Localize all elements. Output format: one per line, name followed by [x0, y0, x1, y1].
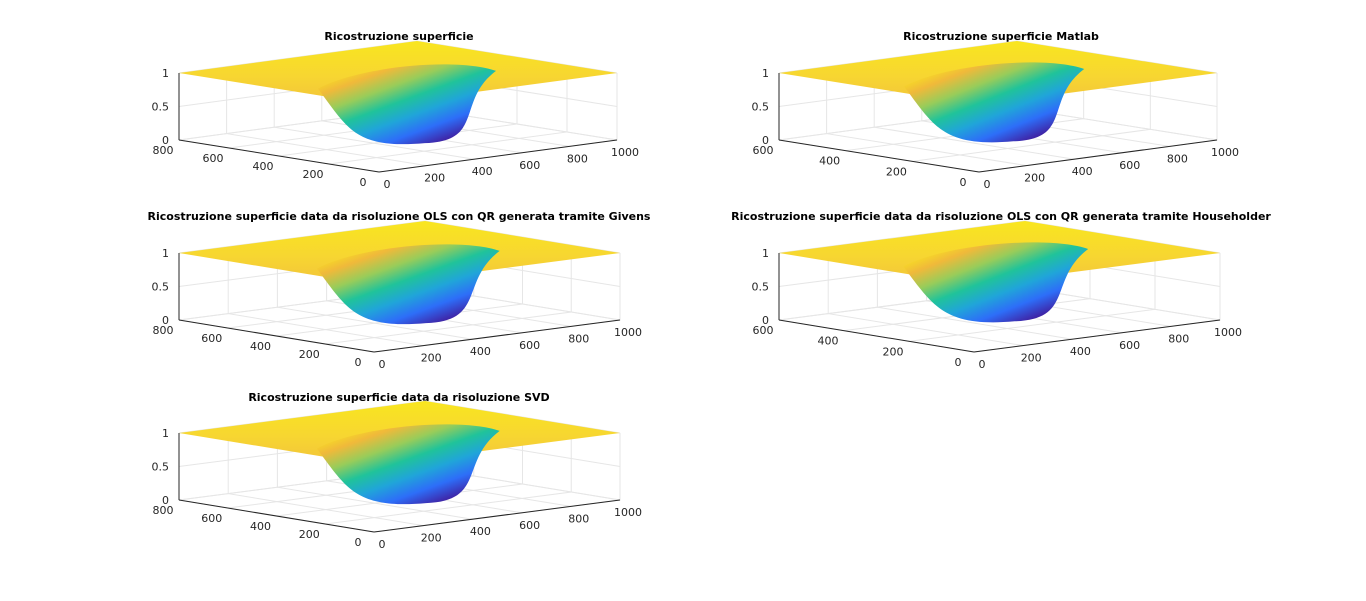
x-tick-label: 800: [567, 152, 588, 165]
subplot-2: Ricostruzione superficie Matlab 0 200 400 60…: [752, 30, 1240, 191]
y-tick-label: 600: [753, 144, 774, 157]
z-tick-label: 0.5: [152, 281, 170, 294]
y-axis-line: [178, 499, 375, 533]
z-tick-label: 0: [162, 314, 169, 327]
z-tick-label: 0.5: [152, 461, 170, 474]
x-tick-label: 400: [470, 345, 491, 358]
x-tick-label: 800: [1168, 332, 1189, 345]
y-tick-label: 800: [153, 504, 174, 517]
x-tick-label: 0: [979, 358, 986, 371]
x-tick-label: 200: [424, 172, 445, 185]
x-tick-label: 400: [1070, 345, 1091, 358]
z-tick-label: 0.5: [752, 101, 770, 114]
chart-title: Ricostruzione superficie data da risoluz…: [731, 210, 1271, 223]
z-tick-label: 0: [762, 134, 769, 147]
x-tick-label: 800: [568, 512, 589, 525]
x-tick-label: 1000: [1211, 146, 1239, 159]
y-tick-label: 800: [153, 144, 174, 157]
x-tick-label: 1000: [1214, 326, 1242, 339]
surface-basin: [316, 424, 500, 505]
x-tick-label: 400: [470, 525, 491, 538]
y-tick-label: 200: [299, 528, 320, 541]
x-axis-line: [378, 139, 618, 173]
chart-title: Ricostruzione superficie Matlab: [903, 30, 1099, 43]
x-tick-label: 1000: [614, 326, 642, 339]
y-tick-label: 0: [960, 176, 967, 189]
y-axis-line: [178, 319, 375, 353]
x-tick-label: 0: [379, 358, 386, 371]
chart-title: Ricostruzione superficie data da risoluz…: [148, 210, 651, 223]
x-tick-label: 200: [1021, 352, 1042, 365]
z-tick-label: 1: [762, 67, 769, 80]
x-tick-label: 200: [421, 532, 442, 545]
subplot-4: Ricostruzione superficie data da risoluz…: [731, 210, 1271, 371]
x-tick-label: 400: [472, 165, 493, 178]
y-tick-label: 0: [355, 356, 362, 369]
axes: [178, 433, 621, 533]
subplot-3: Ricostruzione superficie data da risoluz…: [148, 210, 651, 371]
z-tick-label: 1: [162, 67, 169, 80]
x-tick-label: 600: [519, 339, 540, 352]
x-tick-label: 400: [1072, 165, 1093, 178]
y-tick-label: 400: [253, 160, 274, 173]
surface-basin: [904, 62, 1085, 143]
y-tick-label: 0: [360, 176, 367, 189]
x-tick-label: 600: [519, 519, 540, 532]
y-tick-label: 0: [955, 356, 962, 369]
z-tick-label: 0.5: [752, 281, 770, 294]
surface-basin: [903, 242, 1089, 323]
y-tick-label: 0: [355, 536, 362, 549]
z-tick-label: 0.5: [152, 101, 170, 114]
y-tick-label: 200: [299, 348, 320, 361]
y-axis-line: [178, 139, 380, 173]
y-tick-label: 200: [303, 168, 324, 181]
x-tick-label: 0: [984, 178, 991, 191]
y-axis-line: [778, 319, 975, 353]
surface-basin: [316, 244, 500, 325]
x-axis-line: [373, 319, 621, 353]
y-tick-label: 400: [250, 520, 271, 533]
y-tick-label: 400: [250, 340, 271, 353]
x-axis-line: [978, 139, 1218, 173]
z-tick-label: 0: [762, 314, 769, 327]
z-tick-label: 0: [162, 494, 169, 507]
z-tick-label: 1: [162, 427, 169, 440]
y-tick-label: 800: [153, 324, 174, 337]
y-tick-label: 400: [818, 335, 839, 348]
subplot-5: Ricostruzione superficie data da risoluz…: [152, 391, 643, 551]
axes: [778, 73, 1218, 173]
y-tick-label: 200: [886, 165, 907, 178]
x-tick-label: 800: [568, 332, 589, 345]
x-tick-label: 1000: [611, 146, 639, 159]
x-tick-label: 0: [384, 178, 391, 191]
chart-title: Ricostruzione superficie: [324, 30, 473, 43]
y-tick-label: 600: [201, 512, 222, 525]
x-tick-label: 1000: [614, 506, 642, 519]
x-tick-label: 0: [379, 538, 386, 551]
x-tick-label: 200: [1024, 172, 1045, 185]
x-tick-label: 600: [1119, 159, 1140, 172]
y-tick-label: 600: [203, 152, 224, 165]
x-axis-line: [373, 499, 621, 533]
z-tick-label: 0: [162, 134, 169, 147]
x-axis-line: [973, 319, 1221, 353]
x-tick-label: 800: [1167, 152, 1188, 165]
z-tick-label: 1: [162, 247, 169, 260]
axes: [178, 73, 618, 173]
axes: [778, 253, 1221, 353]
surface-basin: [317, 64, 497, 145]
z-tick-label: 1: [762, 247, 769, 260]
y-axis-line: [778, 139, 980, 173]
x-tick-label: 200: [421, 352, 442, 365]
y-tick-label: 400: [819, 155, 840, 168]
chart-title: Ricostruzione superficie data da risoluz…: [248, 391, 549, 404]
y-tick-label: 600: [753, 324, 774, 337]
x-tick-label: 600: [1119, 339, 1140, 352]
axes: [178, 253, 621, 353]
x-tick-label: 600: [519, 159, 540, 172]
y-tick-label: 600: [201, 332, 222, 345]
y-tick-label: 200: [883, 345, 904, 358]
